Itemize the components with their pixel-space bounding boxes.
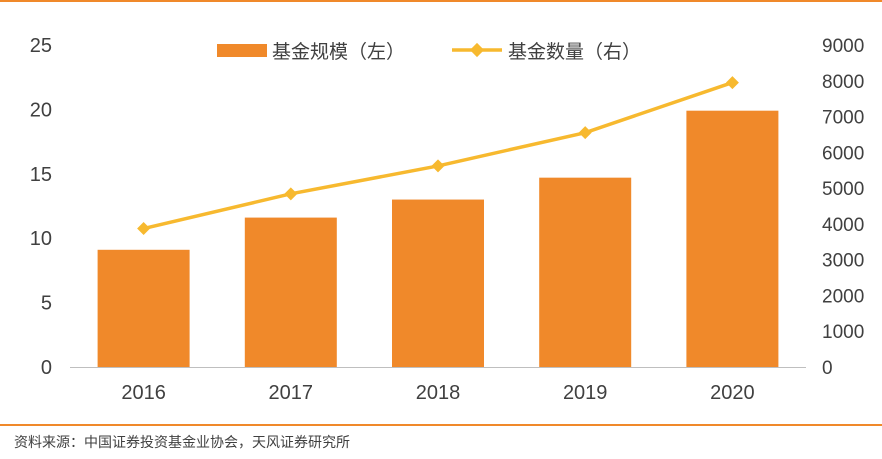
right-tick-label: 4000 [822,215,864,236]
legend-line-label: 基金数量（右） [508,41,641,63]
source-note: 资料来源：中国证券投资基金业协会，天风证券研究所 [14,435,350,451]
line-point-2019 [578,126,592,140]
x-tick-label: 2020 [710,382,755,404]
bar-series [97,110,779,368]
left-tick-label: 20 [30,99,52,121]
line-point-2017 [284,187,298,201]
left-tick-label: 5 [41,293,52,315]
legend: 基金规模（左） 基金数量（右） [217,41,641,63]
legend-bar-label: 基金规模（左） [272,41,405,63]
right-tick-label: 0 [822,358,833,379]
legend-line-marker [469,42,485,58]
bar-2019 [539,177,632,367]
top-rule [0,0,882,2]
left-tick-label: 10 [30,228,52,250]
left-y-axis: 0 5 10 15 20 25 [30,35,52,379]
bar-2017 [244,217,337,367]
fund-chart: 0 5 10 15 20 25 0 1000 2000 3000 4000 5000 6000 7000… [30,35,865,404]
right-tick-label: 8000 [822,72,864,93]
x-axis-labels: 2016 2017 2018 2019 2020 [121,382,754,404]
left-tick-label: 15 [30,164,52,186]
right-y-axis: 0 1000 2000 3000 4000 5000 6000 7000 8000 9000 [822,36,864,379]
right-tick-label: 7000 [822,108,864,129]
x-tick-label: 2018 [416,382,461,404]
right-tick-label: 6000 [822,143,864,164]
x-tick-label: 2016 [121,382,166,404]
right-tick-label: 3000 [822,251,864,272]
line-point-2018 [431,159,445,173]
bar-2016 [97,249,190,367]
bottom-rule [0,424,882,426]
left-tick-label: 25 [30,35,52,57]
right-tick-label: 1000 [822,322,864,343]
right-tick-label: 5000 [822,179,864,200]
x-tick-label: 2017 [269,382,314,404]
right-tick-label: 9000 [822,36,864,57]
left-tick-label: 0 [41,357,52,379]
bar-2020 [686,110,779,368]
bar-2018 [392,199,484,367]
line-point-2020 [725,76,739,90]
line-series [137,76,739,236]
line-point-2016 [137,222,151,236]
right-tick-label: 2000 [822,286,864,307]
x-tick-label: 2019 [563,382,608,404]
legend-bar-swatch [217,44,267,57]
